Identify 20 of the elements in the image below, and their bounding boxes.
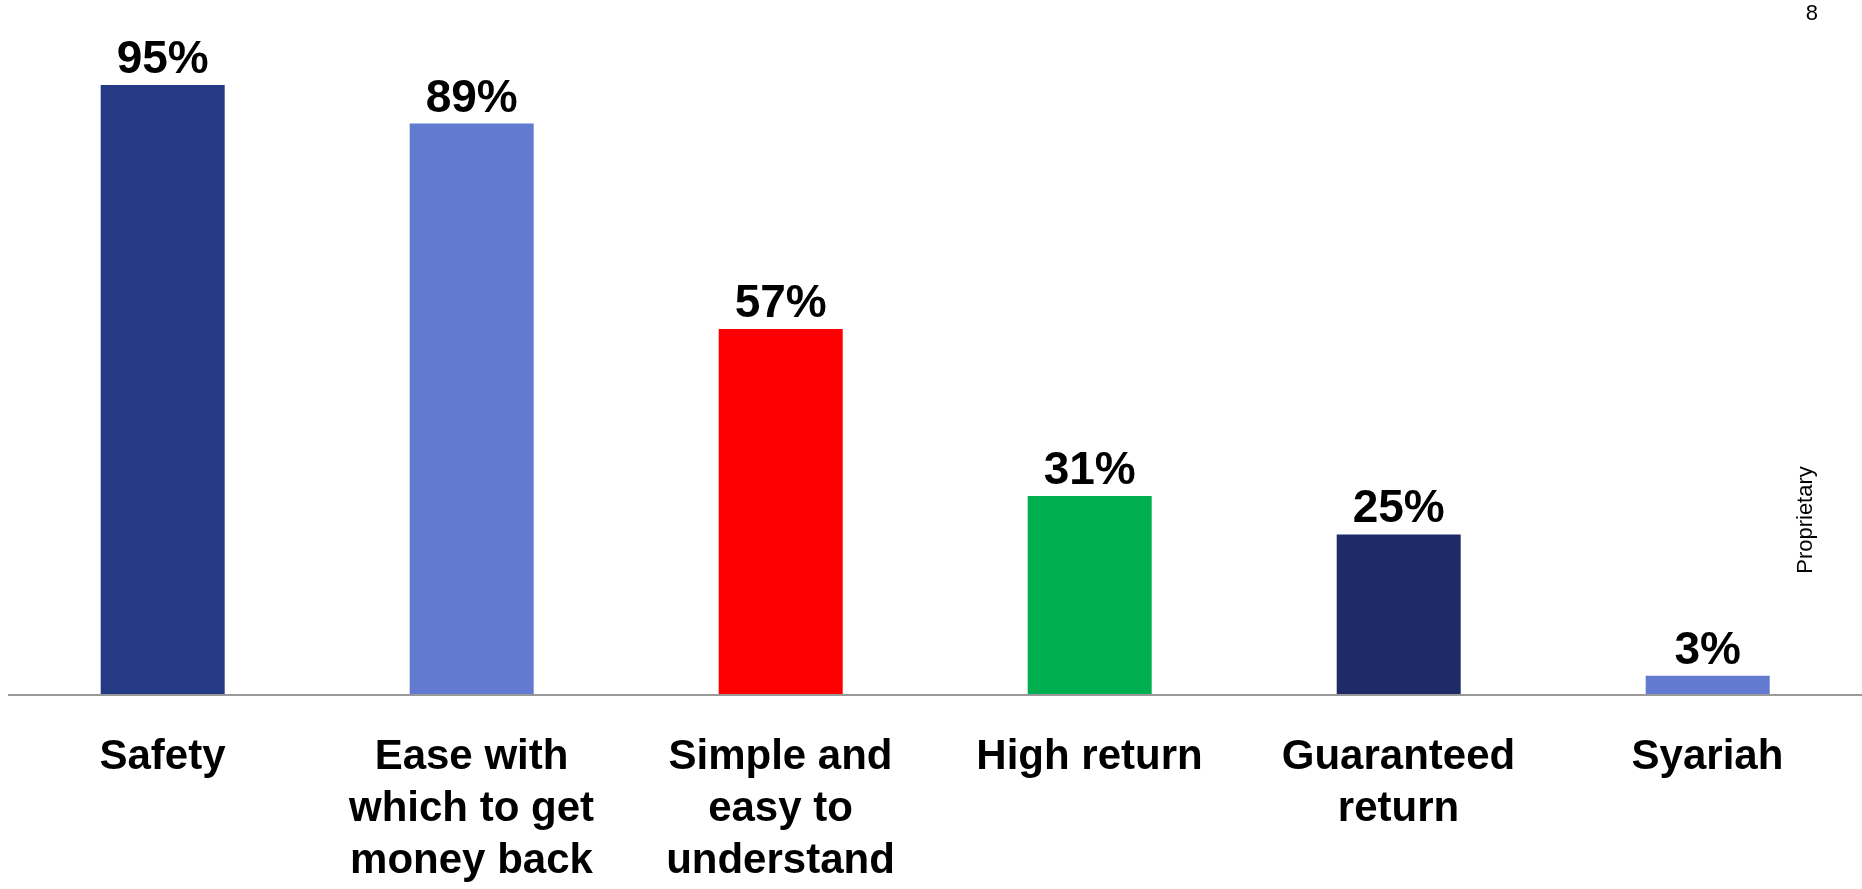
x-tick-label: Simple and easy to understand [666, 731, 895, 882]
x-tick-label: Ease with which to get money back [348, 731, 594, 882]
bar [1645, 675, 1770, 695]
data-label: 25% [1352, 480, 1445, 533]
x-tick-label: High return [976, 731, 1203, 778]
x-tick-label: Safety [99, 731, 227, 778]
annotation: Proprietary [1792, 466, 1818, 574]
x-tick-label: Guaranteed return [1281, 731, 1516, 830]
data-label: 95% [116, 31, 209, 83]
text: 8 [1805, 0, 1818, 26]
bar [1027, 495, 1152, 695]
data-label: 89% [425, 69, 518, 122]
bar [100, 85, 225, 695]
bar [718, 329, 843, 695]
data-label: 3% [1674, 621, 1741, 674]
data-label: 57% [734, 275, 827, 327]
data-label: 31% [1043, 441, 1136, 494]
bar [409, 123, 534, 695]
x-tick-label: Syariah [1631, 731, 1784, 778]
bar [1336, 534, 1461, 695]
